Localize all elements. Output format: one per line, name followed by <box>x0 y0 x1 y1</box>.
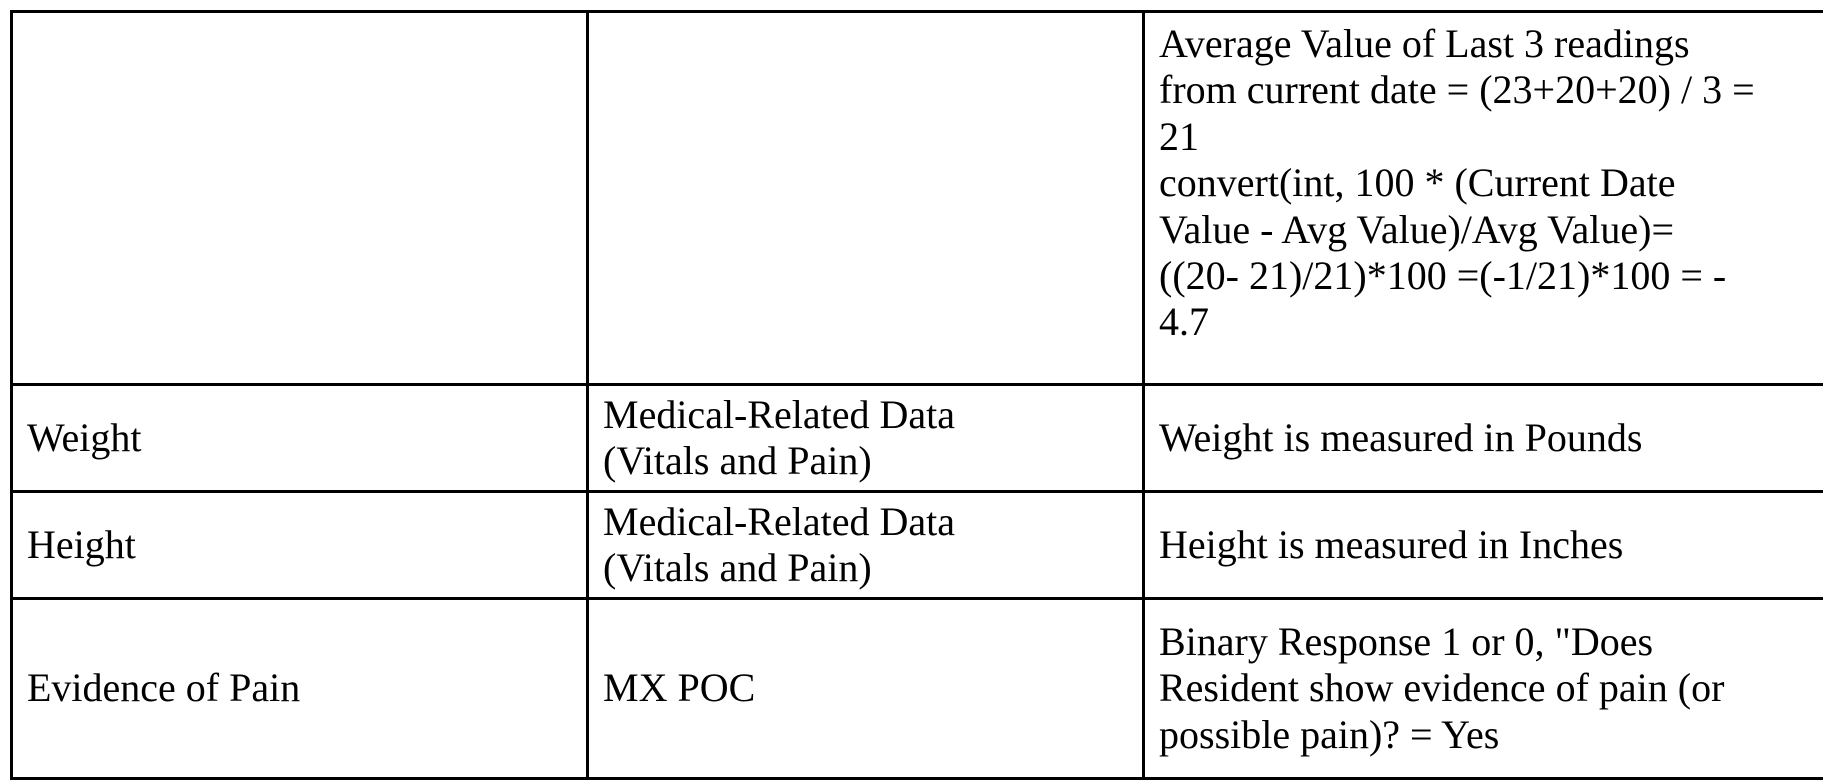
source-text: MX POC <box>603 665 1128 711</box>
cell-data-source: MX POC <box>588 599 1144 779</box>
cell-description: Weight is measured in Pounds <box>1144 385 1823 492</box>
cell-description: Height is measured in Inches <box>1144 492 1823 599</box>
cell-element-name: Weight <box>12 385 588 492</box>
table-row: Height Medical-Related Data (Vitals and … <box>12 492 1823 599</box>
cell-data-source: Medical-Related Data (Vitals and Pain) <box>588 492 1144 599</box>
description-text: Weight is measured in Pounds <box>1159 415 1823 461</box>
table-body: Average Value of Last 3 readings from cu… <box>12 12 1823 779</box>
data-dictionary-table: Average Value of Last 3 readings from cu… <box>10 10 1823 780</box>
cell-data-source <box>588 12 1144 385</box>
cell-data-source: Medical-Related Data (Vitals and Pain) <box>588 385 1144 492</box>
cell-element-name: Height <box>12 492 588 599</box>
table-row: Evidence of Pain MX POC Binary Response … <box>12 599 1823 779</box>
description-text: Height is measured in Inches <box>1159 522 1823 568</box>
description-text: Average Value of Last 3 readings from cu… <box>1159 21 1823 346</box>
cell-description: Binary Response 1 or 0, "Does Resident s… <box>1144 599 1823 779</box>
table-row: Weight Medical-Related Data (Vitals and … <box>12 385 1823 492</box>
source-text: Medical-Related Data (Vitals and Pain) <box>603 499 1128 592</box>
description-text: Binary Response 1 or 0, "Does Resident s… <box>1159 619 1823 758</box>
cell-element-name <box>12 12 588 385</box>
cell-description: Average Value of Last 3 readings from cu… <box>1144 12 1823 385</box>
cell-element-name: Evidence of Pain <box>12 599 588 779</box>
source-text: Medical-Related Data (Vitals and Pain) <box>603 392 1128 485</box>
table-row: Average Value of Last 3 readings from cu… <box>12 12 1823 385</box>
